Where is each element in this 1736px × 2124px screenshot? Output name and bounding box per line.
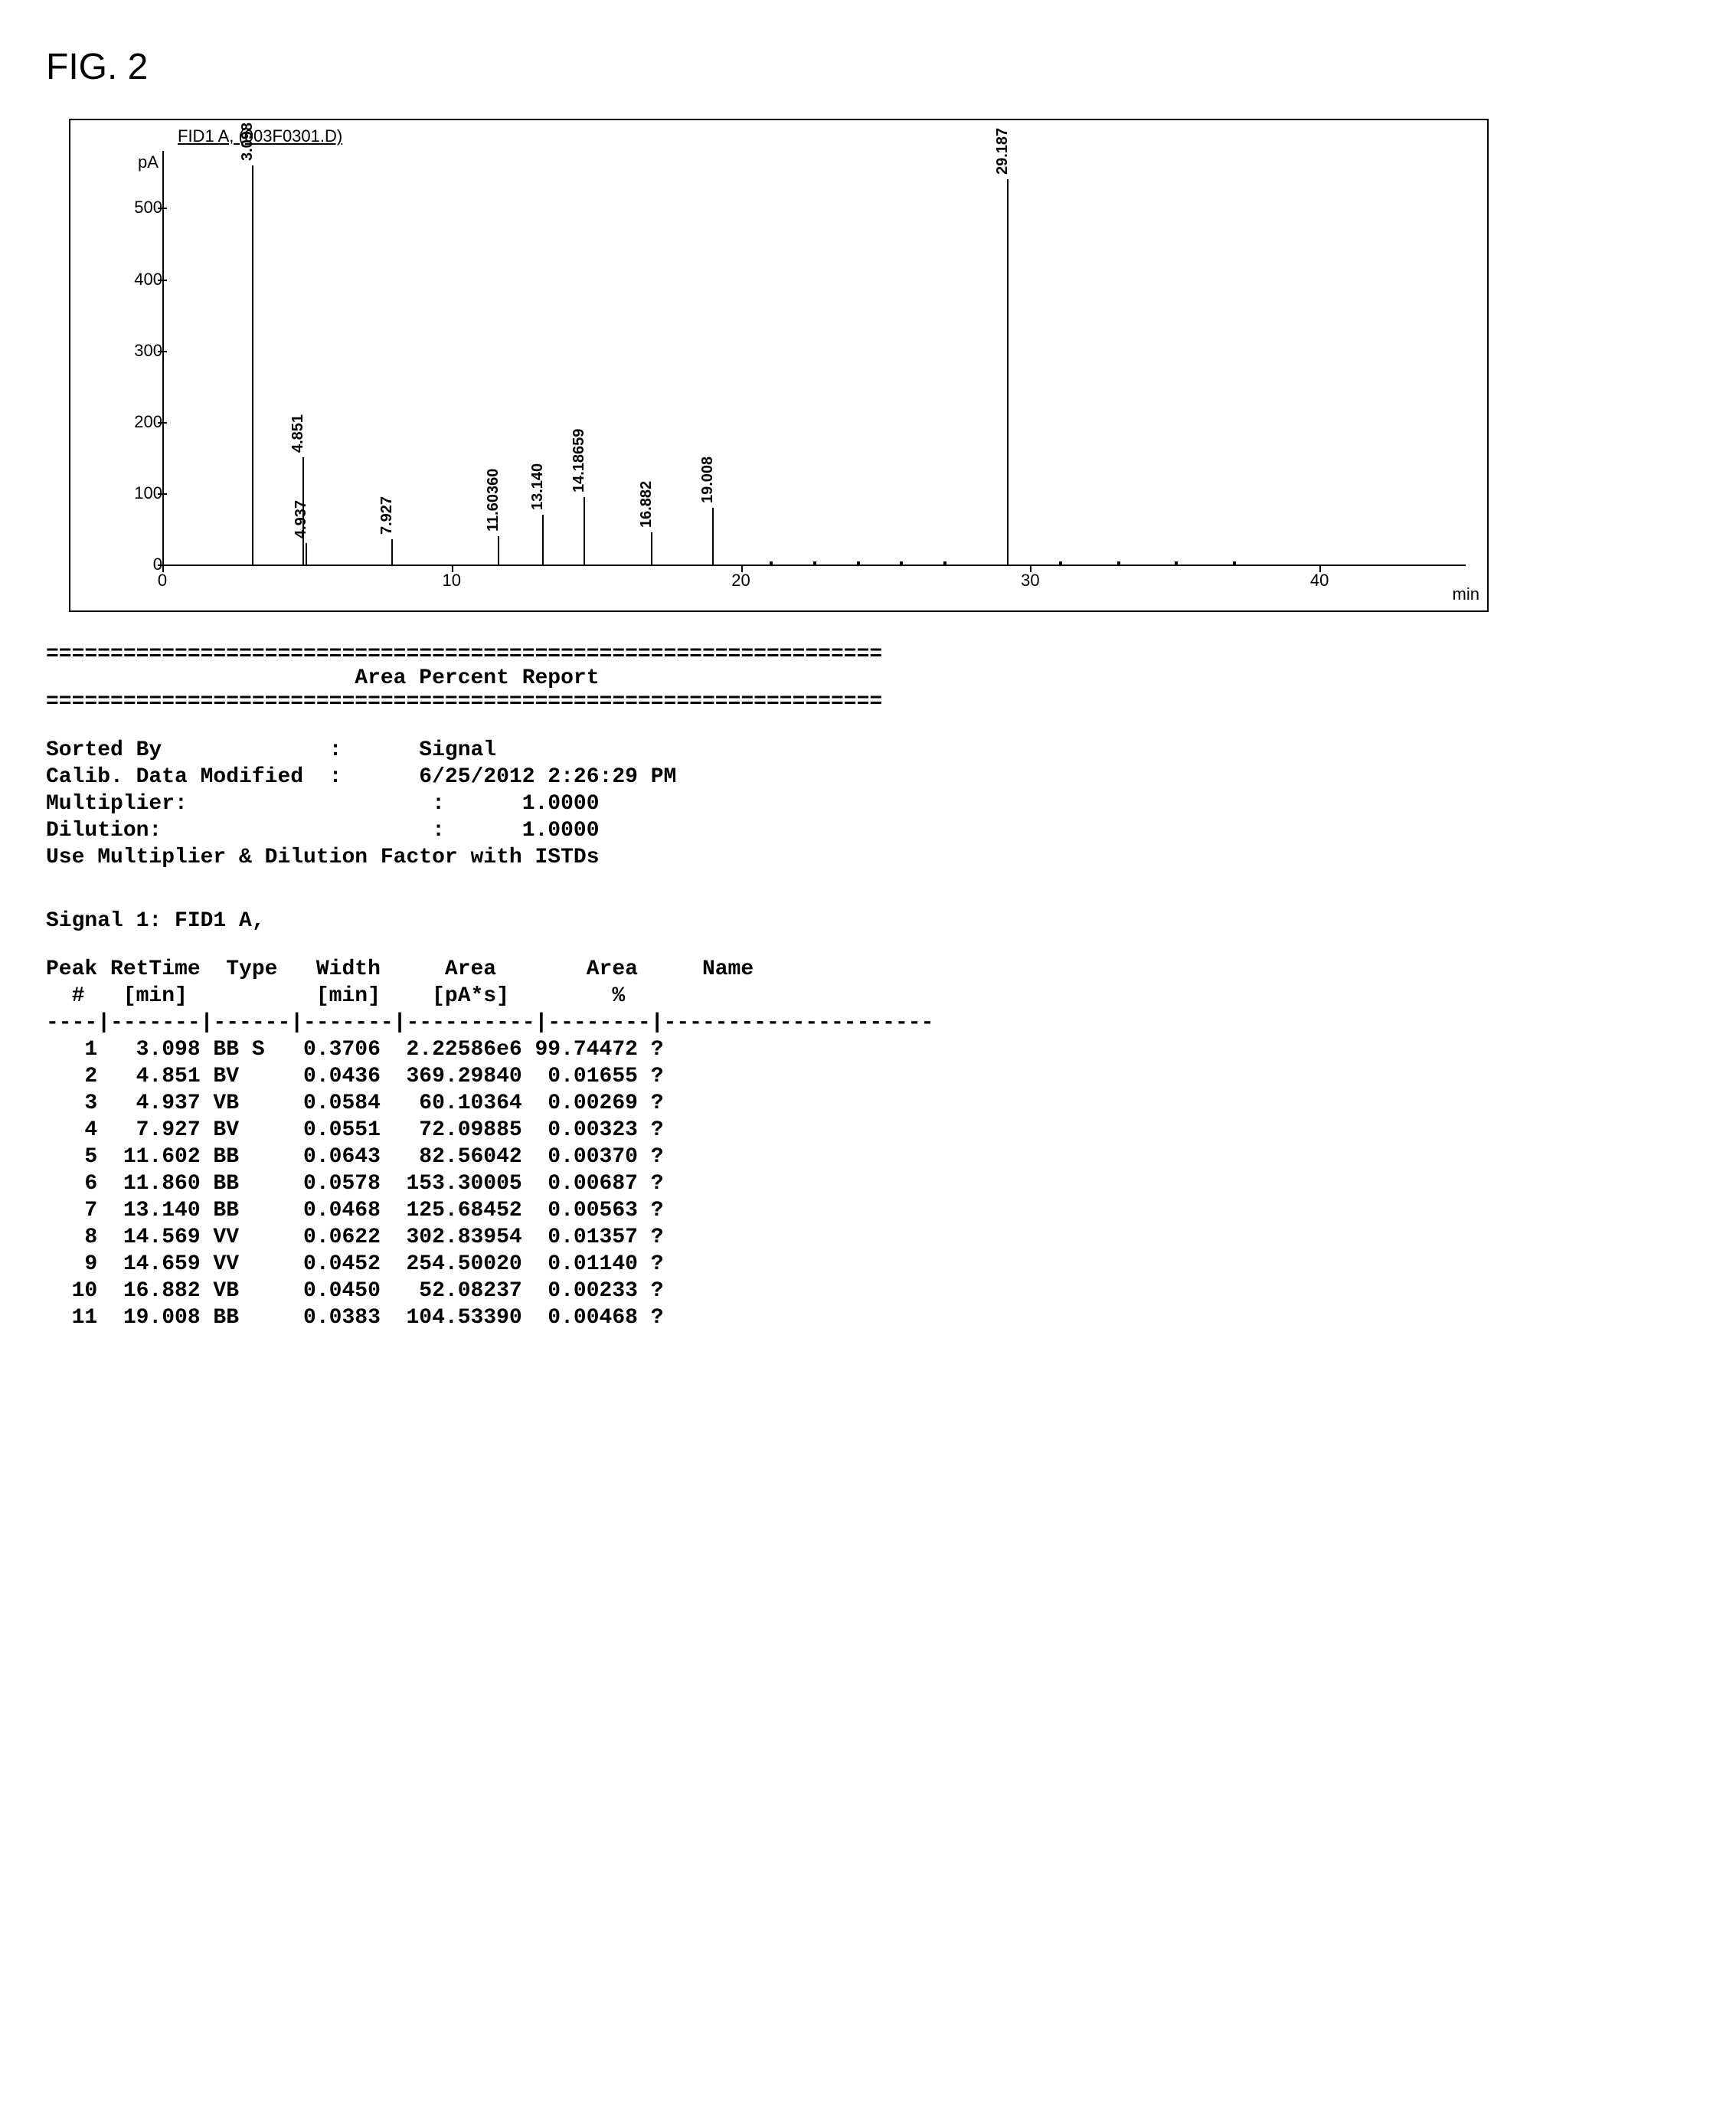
peak-label: 7.927 [378,496,396,535]
chromatogram-peak [651,532,652,565]
y-tick-label: 300 [134,341,162,361]
peak-label: 29.187 [994,128,1012,175]
x-tick-label: 30 [1021,571,1039,591]
baseline-noise [943,561,946,566]
report-separator-bottom: ========================================… [46,690,1690,714]
figure-label: FIG. 2 [46,46,1690,88]
chromatogram-peak [252,165,253,565]
peak-label: 3.098 [239,123,257,161]
chromatogram-peak [712,508,714,565]
baseline-noise [1175,561,1178,566]
peak-label: 13.140 [529,463,547,510]
y-axis-unit: pA [138,152,159,172]
peak-label: 19.008 [699,456,717,502]
baseline-noise [770,561,773,566]
y-tick-label: 500 [134,198,162,218]
peak-label: 4.851 [289,414,307,453]
chart-title: FID1 A, (003F0301.D) [178,126,342,146]
peak-label: 14.18659 [570,428,588,492]
plot-area [162,151,1466,566]
baseline-noise [813,561,816,566]
x-axis-unit: min [1453,584,1479,604]
report-metadata: Sorted By : Signal Calib. Data Modified … [46,737,1690,871]
y-tick-label: 100 [134,483,162,503]
x-tick-label: 10 [443,571,461,591]
baseline-noise [1233,561,1236,566]
x-tick-label: 40 [1310,571,1329,591]
baseline-noise [1117,561,1120,566]
signal-label: Signal 1: FID1 A, [46,909,1690,933]
chromatogram-peak [1007,179,1009,565]
peak-label: 11.60360 [485,468,502,531]
baseline-noise [857,561,860,566]
chromatogram-peak [391,539,393,565]
peak-label: 16.882 [638,481,655,528]
baseline-noise [900,561,903,566]
baseline-noise [1059,561,1062,566]
chromatogram-chart: FID1 A, (003F0301.D) pA min 0 100 200 300 40… [69,119,1489,612]
chromatogram-peak [498,536,499,565]
x-tick-label: 20 [731,571,750,591]
y-tick-label: 400 [134,270,162,290]
y-tick-label: 200 [134,412,162,432]
peak-table: Peak RetTime Type Width Area Area Name #… [46,956,1690,1331]
x-tick-label: 0 [158,571,167,591]
chromatogram-peak [542,515,544,565]
chromatogram-peak [584,497,585,565]
report-title: Area Percent Report [46,666,1690,690]
peak-label: 4.937 [293,500,310,538]
report-separator-top: ========================================… [46,643,1690,666]
chromatogram-peak [306,543,307,565]
